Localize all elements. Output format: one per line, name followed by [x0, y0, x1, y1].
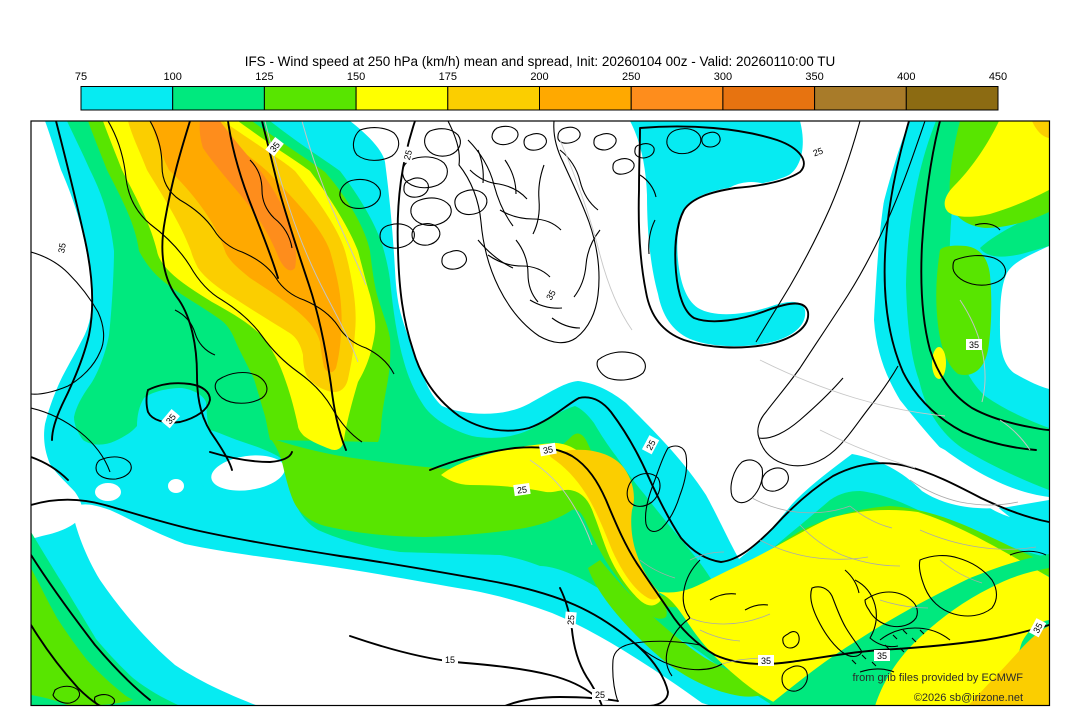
- svg-text:125: 125: [255, 71, 273, 83]
- svg-text:35: 35: [542, 444, 554, 456]
- svg-text:35: 35: [164, 412, 178, 426]
- svg-text:350: 350: [805, 71, 823, 83]
- svg-text:100: 100: [164, 71, 182, 83]
- svg-text:from grib files provided by EC: from grib files provided by ECMWF: [852, 672, 1023, 684]
- svg-text:35: 35: [877, 651, 887, 661]
- svg-text:25: 25: [402, 149, 414, 161]
- svg-text:25: 25: [595, 690, 605, 700]
- svg-text:200: 200: [530, 71, 548, 83]
- svg-text:300: 300: [714, 71, 732, 83]
- svg-text:35: 35: [1031, 621, 1045, 635]
- svg-text:175: 175: [439, 71, 457, 83]
- svg-text:400: 400: [897, 71, 915, 83]
- svg-text:450: 450: [989, 71, 1007, 83]
- svg-text:25: 25: [566, 615, 577, 626]
- svg-text:75: 75: [75, 71, 87, 83]
- svg-text:250: 250: [622, 71, 640, 83]
- svg-text:25: 25: [644, 438, 658, 452]
- svg-text:35: 35: [56, 242, 68, 254]
- svg-text:25: 25: [812, 146, 825, 159]
- svg-text:35: 35: [544, 288, 558, 302]
- svg-text:150: 150: [347, 71, 365, 83]
- svg-text:15: 15: [445, 655, 455, 665]
- svg-text:35: 35: [268, 140, 282, 154]
- svg-text:35: 35: [969, 340, 979, 350]
- svg-text:©2026 sb@irizone.net: ©2026 sb@irizone.net: [914, 692, 1023, 704]
- svg-text:35: 35: [761, 656, 771, 666]
- svg-text:25: 25: [516, 484, 527, 495]
- svg-text:IFS - Wind speed at 250 hPa (k: IFS - Wind speed at 250 hPa (km/h) mean …: [245, 54, 836, 69]
